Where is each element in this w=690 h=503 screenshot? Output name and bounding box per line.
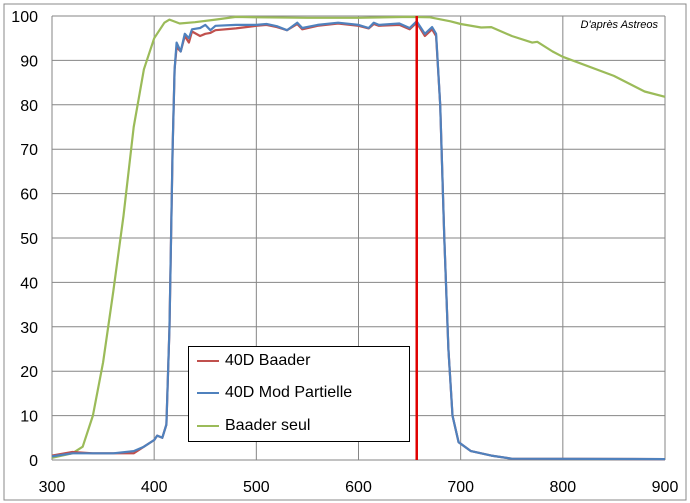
legend-label: 40D Baader: [225, 352, 311, 369]
legend-swatch: [197, 392, 219, 394]
y-tick-label: 50: [20, 231, 38, 248]
source-annotation: D'après Astreos: [580, 19, 659, 31]
y-tick-label: 70: [20, 142, 38, 159]
x-tick-label: 500: [243, 479, 270, 496]
x-tick-label: 900: [652, 479, 679, 496]
y-tick-label: 10: [20, 409, 38, 426]
legend-item-baader-seul: Baader seul: [197, 415, 310, 437]
y-tick-label: 80: [20, 98, 38, 115]
x-tick-label: 700: [447, 479, 474, 496]
y-tick-label: 40: [20, 275, 38, 292]
chart-frame: [3, 3, 687, 501]
series-line-40d-mod-partielle: [51, 20, 666, 461]
legend-item-40d-baader: 40D Baader: [197, 350, 310, 372]
legend-label: 40D Mod Partielle: [225, 384, 353, 401]
y-tick-label: 0: [29, 453, 38, 470]
y-tick-label: 60: [20, 187, 38, 204]
legend-swatch: [197, 425, 219, 427]
x-tick-label: 300: [39, 479, 66, 496]
legend-label: Baader seul: [225, 417, 311, 434]
legend-item-40d-mod-partielle: 40D Mod Partielle: [197, 382, 352, 404]
y-tick-label: 90: [20, 53, 38, 70]
x-tick-label: 600: [345, 479, 372, 496]
series-line-baader-seul: [51, 15, 666, 459]
y-tick-label: 20: [20, 364, 38, 381]
y-tick-label: 30: [20, 320, 38, 337]
y-tick-label: 100: [11, 9, 38, 26]
legend-swatch: [197, 360, 219, 362]
x-tick-label: 400: [141, 479, 168, 496]
legend: 40D Baader 40D Mod Partielle Baader seul: [188, 346, 410, 442]
x-tick-label: 800: [549, 479, 576, 496]
